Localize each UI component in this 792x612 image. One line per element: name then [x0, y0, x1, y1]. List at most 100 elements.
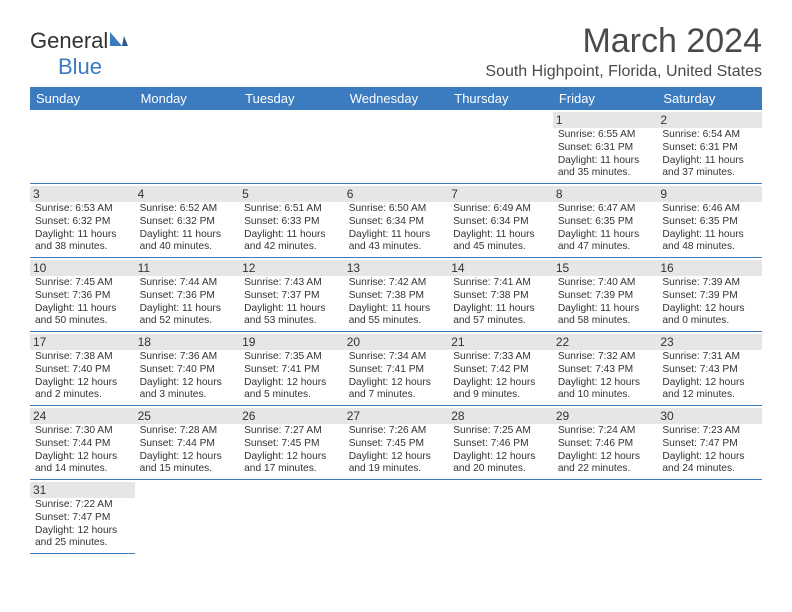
day-details: Sunrise: 7:25 AMSunset: 7:46 PMDaylight:… — [453, 425, 548, 476]
day-details: Sunrise: 6:51 AMSunset: 6:33 PMDaylight:… — [244, 203, 339, 254]
day-cell: 17Sunrise: 7:38 AMSunset: 7:40 PMDayligh… — [30, 332, 135, 406]
day-details: Sunrise: 6:46 AMSunset: 6:35 PMDaylight:… — [662, 203, 757, 254]
day-header: Tuesday — [239, 87, 344, 110]
day-number: 10 — [30, 260, 135, 276]
day-cell: 26Sunrise: 7:27 AMSunset: 7:45 PMDayligh… — [239, 406, 344, 480]
day-cell — [448, 480, 553, 554]
day-cell: 6Sunrise: 6:50 AMSunset: 6:34 PMDaylight… — [344, 184, 449, 258]
day-details: Sunrise: 6:50 AMSunset: 6:34 PMDaylight:… — [349, 203, 444, 254]
day-header-row: Sunday Monday Tuesday Wednesday Thursday… — [30, 87, 762, 110]
day-cell — [344, 110, 449, 184]
day-details: Sunrise: 7:31 AMSunset: 7:43 PMDaylight:… — [662, 351, 757, 402]
day-cell: 10Sunrise: 7:45 AMSunset: 7:36 PMDayligh… — [30, 258, 135, 332]
day-details: Sunrise: 7:41 AMSunset: 7:38 PMDaylight:… — [453, 277, 548, 328]
day-cell: 1Sunrise: 6:55 AMSunset: 6:31 PMDaylight… — [553, 110, 658, 184]
day-details: Sunrise: 7:42 AMSunset: 7:38 PMDaylight:… — [349, 277, 444, 328]
day-cell: 14Sunrise: 7:41 AMSunset: 7:38 PMDayligh… — [448, 258, 553, 332]
week-row: 3Sunrise: 6:53 AMSunset: 6:32 PMDaylight… — [30, 184, 762, 258]
day-details: Sunrise: 7:24 AMSunset: 7:46 PMDaylight:… — [558, 425, 653, 476]
day-number: 25 — [135, 408, 240, 424]
day-cell: 31Sunrise: 7:22 AMSunset: 7:47 PMDayligh… — [30, 480, 135, 554]
day-cell: 4Sunrise: 6:52 AMSunset: 6:32 PMDaylight… — [135, 184, 240, 258]
day-cell — [657, 480, 762, 554]
day-number: 13 — [344, 260, 449, 276]
week-row: 17Sunrise: 7:38 AMSunset: 7:40 PMDayligh… — [30, 332, 762, 406]
day-cell: 8Sunrise: 6:47 AMSunset: 6:35 PMDaylight… — [553, 184, 658, 258]
calendar-table: Sunday Monday Tuesday Wednesday Thursday… — [30, 87, 762, 554]
day-details: Sunrise: 7:36 AMSunset: 7:40 PMDaylight:… — [140, 351, 235, 402]
day-cell — [239, 480, 344, 554]
day-cell — [135, 480, 240, 554]
day-number: 5 — [239, 186, 344, 202]
day-number: 29 — [553, 408, 658, 424]
day-number: 2 — [657, 112, 762, 128]
day-details: Sunrise: 7:32 AMSunset: 7:43 PMDaylight:… — [558, 351, 653, 402]
day-cell: 11Sunrise: 7:44 AMSunset: 7:36 PMDayligh… — [135, 258, 240, 332]
day-cell: 3Sunrise: 6:53 AMSunset: 6:32 PMDaylight… — [30, 184, 135, 258]
day-number: 4 — [135, 186, 240, 202]
day-header: Friday — [553, 87, 658, 110]
day-details: Sunrise: 6:55 AMSunset: 6:31 PMDaylight:… — [558, 129, 653, 180]
logo: GeneralBlue — [30, 22, 130, 80]
day-cell: 5Sunrise: 6:51 AMSunset: 6:33 PMDaylight… — [239, 184, 344, 258]
day-details: Sunrise: 6:54 AMSunset: 6:31 PMDaylight:… — [662, 129, 757, 180]
day-details: Sunrise: 7:38 AMSunset: 7:40 PMDaylight:… — [35, 351, 130, 402]
day-number: 22 — [553, 334, 658, 350]
week-row: 1Sunrise: 6:55 AMSunset: 6:31 PMDaylight… — [30, 110, 762, 184]
day-details: Sunrise: 7:28 AMSunset: 7:44 PMDaylight:… — [140, 425, 235, 476]
day-details: Sunrise: 7:23 AMSunset: 7:47 PMDaylight:… — [662, 425, 757, 476]
day-number: 30 — [657, 408, 762, 424]
sail-icon — [108, 28, 130, 54]
day-cell — [239, 110, 344, 184]
day-cell — [553, 480, 658, 554]
day-cell — [344, 480, 449, 554]
day-cell: 21Sunrise: 7:33 AMSunset: 7:42 PMDayligh… — [448, 332, 553, 406]
day-number: 27 — [344, 408, 449, 424]
day-details: Sunrise: 7:33 AMSunset: 7:42 PMDaylight:… — [453, 351, 548, 402]
day-number: 23 — [657, 334, 762, 350]
day-cell: 23Sunrise: 7:31 AMSunset: 7:43 PMDayligh… — [657, 332, 762, 406]
day-cell: 19Sunrise: 7:35 AMSunset: 7:41 PMDayligh… — [239, 332, 344, 406]
week-row: 10Sunrise: 7:45 AMSunset: 7:36 PMDayligh… — [30, 258, 762, 332]
day-cell: 15Sunrise: 7:40 AMSunset: 7:39 PMDayligh… — [553, 258, 658, 332]
day-cell: 7Sunrise: 6:49 AMSunset: 6:34 PMDaylight… — [448, 184, 553, 258]
day-cell: 16Sunrise: 7:39 AMSunset: 7:39 PMDayligh… — [657, 258, 762, 332]
day-number: 15 — [553, 260, 658, 276]
header: GeneralBlue March 2024 South Highpoint, … — [30, 22, 762, 81]
day-details: Sunrise: 7:40 AMSunset: 7:39 PMDaylight:… — [558, 277, 653, 328]
week-row: 24Sunrise: 7:30 AMSunset: 7:44 PMDayligh… — [30, 406, 762, 480]
day-number: 31 — [30, 482, 135, 498]
month-title: March 2024 — [485, 22, 762, 61]
logo-text: GeneralBlue — [30, 28, 130, 80]
day-cell: 28Sunrise: 7:25 AMSunset: 7:46 PMDayligh… — [448, 406, 553, 480]
day-details: Sunrise: 7:35 AMSunset: 7:41 PMDaylight:… — [244, 351, 339, 402]
day-cell: 9Sunrise: 6:46 AMSunset: 6:35 PMDaylight… — [657, 184, 762, 258]
week-row: 31Sunrise: 7:22 AMSunset: 7:47 PMDayligh… — [30, 480, 762, 554]
day-header: Monday — [135, 87, 240, 110]
day-cell: 13Sunrise: 7:42 AMSunset: 7:38 PMDayligh… — [344, 258, 449, 332]
day-number: 16 — [657, 260, 762, 276]
day-details: Sunrise: 6:52 AMSunset: 6:32 PMDaylight:… — [140, 203, 235, 254]
day-details: Sunrise: 7:39 AMSunset: 7:39 PMDaylight:… — [662, 277, 757, 328]
day-cell — [135, 110, 240, 184]
day-number: 14 — [448, 260, 553, 276]
day-cell: 20Sunrise: 7:34 AMSunset: 7:41 PMDayligh… — [344, 332, 449, 406]
day-number: 11 — [135, 260, 240, 276]
day-number: 28 — [448, 408, 553, 424]
day-cell — [30, 110, 135, 184]
day-cell: 12Sunrise: 7:43 AMSunset: 7:37 PMDayligh… — [239, 258, 344, 332]
day-details: Sunrise: 7:27 AMSunset: 7:45 PMDaylight:… — [244, 425, 339, 476]
day-header: Sunday — [30, 87, 135, 110]
day-header: Wednesday — [344, 87, 449, 110]
day-header: Thursday — [448, 87, 553, 110]
day-details: Sunrise: 7:30 AMSunset: 7:44 PMDaylight:… — [35, 425, 130, 476]
day-details: Sunrise: 7:45 AMSunset: 7:36 PMDaylight:… — [35, 277, 130, 328]
day-number: 3 — [30, 186, 135, 202]
day-details: Sunrise: 6:53 AMSunset: 6:32 PMDaylight:… — [35, 203, 130, 254]
day-cell: 29Sunrise: 7:24 AMSunset: 7:46 PMDayligh… — [553, 406, 658, 480]
day-details: Sunrise: 6:49 AMSunset: 6:34 PMDaylight:… — [453, 203, 548, 254]
day-cell: 30Sunrise: 7:23 AMSunset: 7:47 PMDayligh… — [657, 406, 762, 480]
day-details: Sunrise: 7:34 AMSunset: 7:41 PMDaylight:… — [349, 351, 444, 402]
day-number: 19 — [239, 334, 344, 350]
day-number: 21 — [448, 334, 553, 350]
